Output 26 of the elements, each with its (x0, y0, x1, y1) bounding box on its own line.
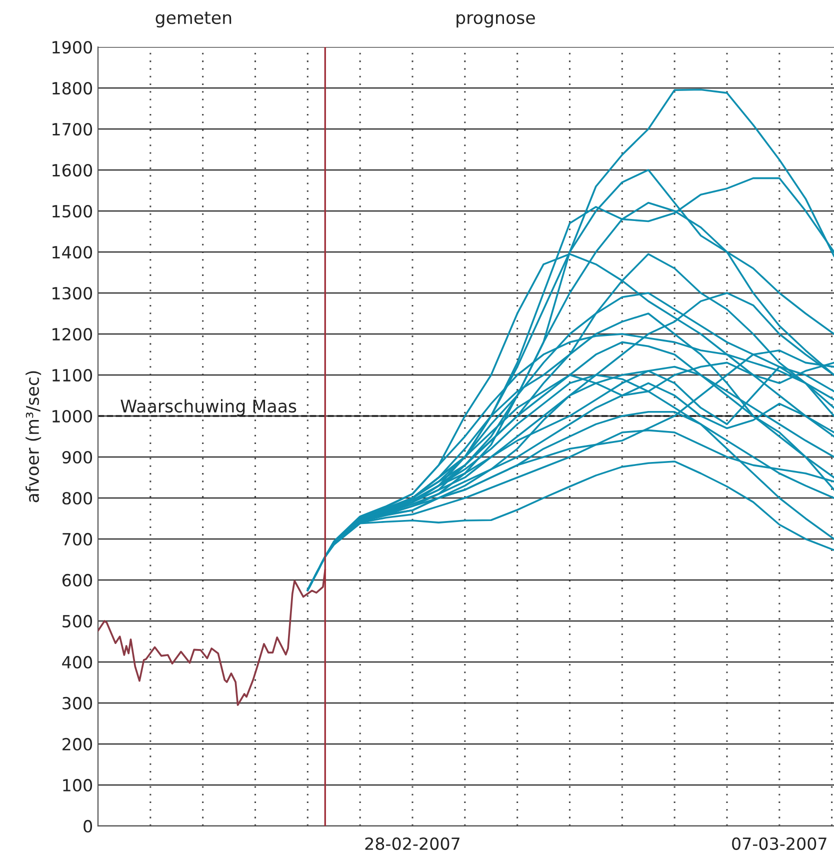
y-tick-label: 1300 (52, 286, 92, 300)
y-tick-label: 1800 (52, 82, 92, 95)
y-tick-label: 1200 (52, 328, 92, 341)
x-tick-label: 07-03-2007 (732, 837, 826, 850)
y-tick-label: 600 (62, 574, 92, 587)
y-axis-title: afvoer (m³/sec) (26, 371, 42, 502)
y-tick-label: 0 (84, 820, 92, 833)
text: gemeten (156, 12, 232, 28)
y-tick-label: 200 (62, 738, 92, 751)
x-tick-label: 28-02-2007 (365, 837, 460, 850)
y-tick-label: 1400 (52, 246, 92, 259)
y-tick-label: 300 (62, 696, 92, 710)
text: prognose (456, 14, 535, 28)
y-tick-label: 700 (62, 532, 92, 546)
y-tick-label: 400 (62, 656, 92, 669)
y-tick-label: 1600 (52, 164, 92, 177)
y-tick-label: 900 (62, 450, 92, 464)
y-tick-label: 1100 (52, 368, 92, 382)
y-tick-label: 1900 (52, 40, 92, 54)
y-tick-label: 1700 (52, 122, 92, 136)
ref-line-label: Waarschuwing Maas (120, 399, 296, 416)
y-tick-label: 100 (63, 778, 92, 792)
y-tick-label: 1000 (52, 410, 92, 423)
y-tick-label: 500 (62, 614, 92, 628)
y-tick-label: 1500 (52, 204, 92, 218)
y-tick-label: 800 (62, 492, 92, 505)
